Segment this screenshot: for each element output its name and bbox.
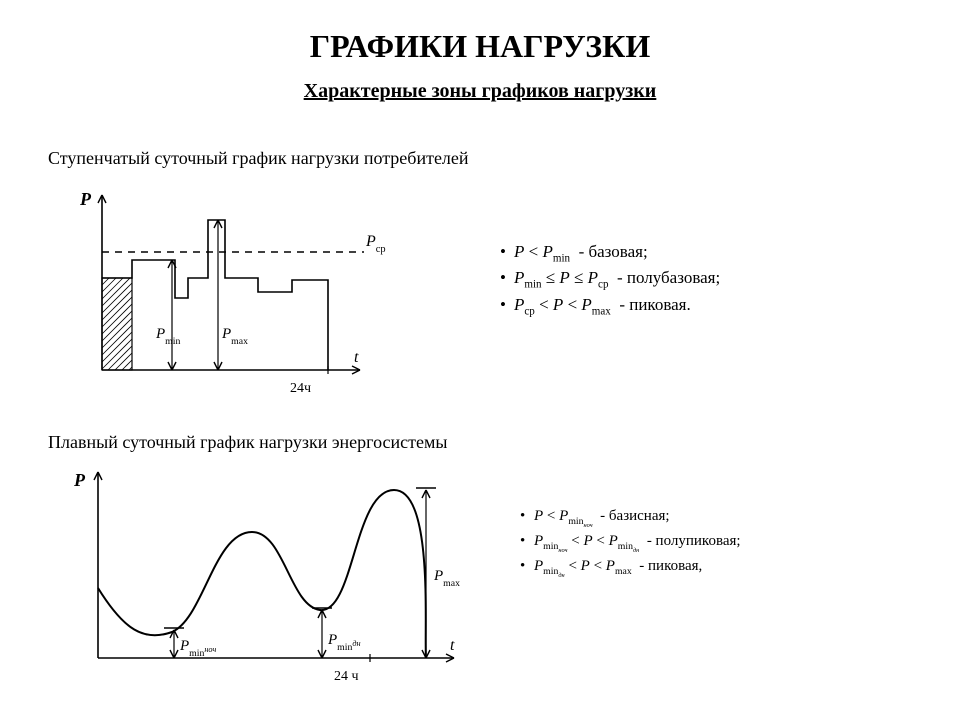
svg-text:Pmin: Pmin	[155, 326, 180, 347]
svg-text:Pcp: Pcp	[365, 233, 386, 255]
svg-text:Pminдн: Pminдн	[327, 632, 361, 653]
page: ГРАФИКИ НАГРУЗКИ Характерные зоны график…	[0, 0, 960, 720]
svg-text:24ч: 24ч	[290, 381, 311, 396]
legend-row: •Pmin ≤ P ≤ Pcp - полубазовая;	[500, 268, 720, 290]
svg-text:t: t	[450, 637, 455, 654]
legend-row: •Pminдн < P < Pmax - пиковая,	[520, 558, 741, 579]
page-subtitle: Характерные зоны графиков нагрузки	[0, 80, 960, 103]
legend-chart2: •P < Pminноч - базисная; •Pminноч < P < P…	[520, 504, 741, 583]
svg-text:P: P	[79, 189, 92, 209]
legend-row: •P < Pminноч - базисная;	[520, 508, 741, 529]
svg-text:Pmax: Pmax	[433, 568, 460, 589]
svg-text:24 ч: 24 ч	[334, 669, 359, 684]
legend-chart1: •P < Pmin - базовая; •Pmin ≤ P ≤ Pcp - по…	[500, 238, 720, 321]
svg-text:P: P	[73, 470, 86, 490]
chart-smooth: Pt 24 ч Pminноч Pminдн Pmax	[54, 460, 494, 692]
legend-row: •Pcp < P < Pmax - пиковая.	[500, 295, 720, 317]
page-title: ГРАФИКИ НАГРУЗКИ	[0, 28, 960, 65]
legend-row: •P < Pmin - базовая;	[500, 242, 720, 264]
caption-chart1: Ступенчатый суточный график нагрузки пот…	[48, 148, 469, 169]
chart-step: Pt 24ч Pcp Pmin Pmax	[60, 180, 400, 410]
svg-text:Pmax: Pmax	[221, 326, 248, 347]
caption-chart2: Плавный суточный график нагрузки энергос…	[48, 432, 448, 453]
legend-row: •Pminноч < P < Pminдн - полупиковая;	[520, 533, 741, 554]
svg-text:Pminноч: Pminноч	[179, 638, 216, 659]
svg-text:t: t	[354, 349, 359, 366]
